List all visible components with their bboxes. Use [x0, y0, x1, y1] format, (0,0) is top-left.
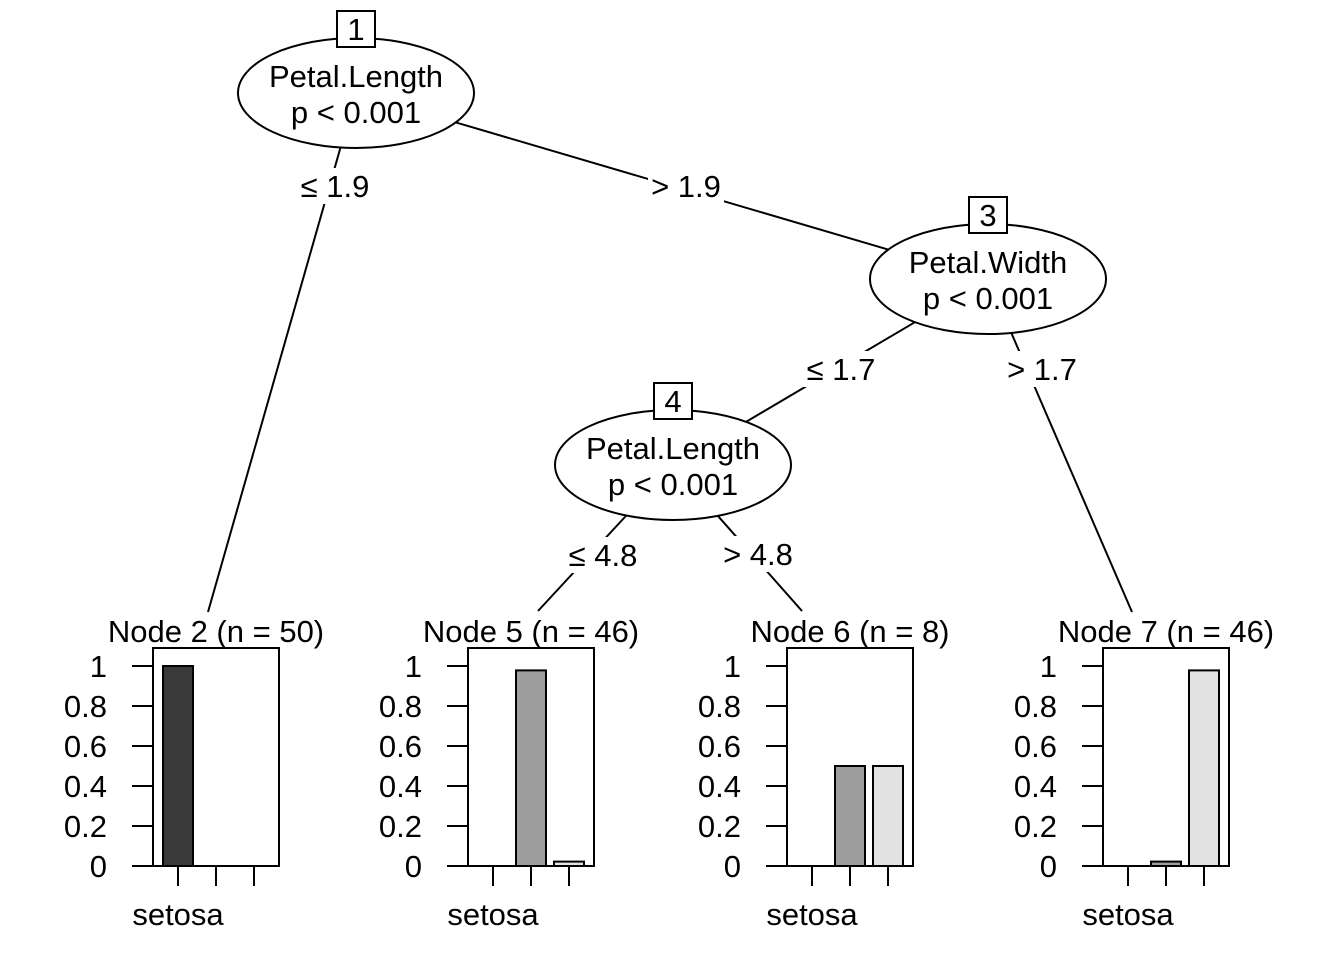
terminal-node-5-ytick-label: 0.8 [379, 689, 422, 724]
terminal-node-6-bar-2 [834, 765, 866, 867]
terminal-node-6-ytick-label: 0.2 [698, 809, 741, 844]
split-node-3-number-box [968, 196, 1008, 234]
terminal-node-6-bar-3 [872, 765, 904, 867]
terminal-node-5-bar-2 [515, 669, 547, 868]
split-node-4-number: 4 [664, 384, 681, 419]
split-node-3-number: 3 [979, 198, 996, 233]
terminal-node-2-ytick-label: 0 [90, 849, 107, 884]
terminal-node-2-xlabel: setosa [132, 897, 224, 932]
terminal-node-7-ytick-label: 0.8 [1014, 689, 1057, 724]
edge-1-2-line [207, 147, 342, 613]
terminal-node-7-ytick-label: 1 [1040, 649, 1057, 684]
terminal-node-7-xlabel: setosa [1082, 897, 1174, 932]
terminal-node-2: Node 2 (n = 50) 0 0.2 0.4 0.6 0.8 1 setosa [64, 614, 324, 932]
terminal-node-7-title: Node 7 (n = 46) [1058, 614, 1274, 649]
terminal-node-7-ytick-label: 0 [1040, 849, 1057, 884]
edge-labels: ≤ 1.9 > 1.9 ≤ 1.7 > 1.7 ≤ 4.8 > 4.8 [297, 168, 1080, 573]
edge-4-5-label: ≤ 4.8 [569, 538, 638, 573]
edge-3-4-label-bg [803, 351, 879, 387]
terminal-node-7-ytick-label: 0.6 [1014, 729, 1057, 764]
terminal-node-6-ytick-label: 0 [724, 849, 741, 884]
edge-1-3-label-bg [648, 168, 724, 204]
edge-4-6-label-bg [720, 536, 796, 572]
terminal-node-6-ytick-label: 0.4 [698, 769, 741, 804]
terminal-node-5-ytick-label: 0.6 [379, 729, 422, 764]
terminal-node-7-bar-3 [1188, 669, 1220, 868]
terminal-node-7-bar-2 [1150, 860, 1182, 867]
split-node-1-pvalue: p < 0.001 [291, 95, 421, 130]
terminal-node-5-xlabel: setosa [447, 897, 539, 932]
split-node-4-variable: Petal.Length [586, 431, 760, 466]
terminal-node-5-ytick-label: 0.4 [379, 769, 422, 804]
terminal-node-2-ytick-label: 1 [90, 649, 107, 684]
edge-1-2-label: ≤ 1.9 [301, 169, 370, 204]
terminal-node-2-title: Node 2 (n = 50) [108, 614, 324, 649]
edge-3-4-label: ≤ 1.7 [807, 352, 876, 387]
terminal-node-7-ytick-label: 0.2 [1014, 809, 1057, 844]
terminal-node-2-bar-1 [162, 665, 194, 867]
terminal-node-6-ytick-label: 0.6 [698, 729, 741, 764]
terminal-node-5-bar-3 [553, 860, 585, 867]
split-node-1-number-box [336, 10, 376, 48]
edge-3-7-label: > 1.7 [1007, 352, 1077, 387]
terminal-node-7-ytick-label: 0.4 [1014, 769, 1057, 804]
terminal-node-6-ytick-label: 1 [724, 649, 741, 684]
split-node-4-number-box [653, 382, 693, 420]
terminal-node-6: Node 6 (n = 8) 0 0.2 0.4 0.6 0.8 1 setosa [698, 614, 950, 932]
terminal-node-6-ytick-label: 0.8 [698, 689, 741, 724]
terminal-node-5-ytick-label: 1 [405, 649, 422, 684]
edge-1-3-label: > 1.9 [651, 169, 721, 204]
terminal-node-7: Node 7 (n = 46) 0 0.2 0.4 0.6 0.8 1 setosa [1014, 614, 1274, 932]
split-node-1-variable: Petal.Length [269, 59, 443, 94]
split-node-3-pvalue: p < 0.001 [923, 281, 1053, 316]
terminal-node-2-ytick-label: 0.6 [64, 729, 107, 764]
edge-1-2-label-bg [297, 168, 373, 204]
terminal-node-5-title: Node 5 (n = 46) [423, 614, 639, 649]
terminal-node-5-ytick-label: 0.2 [379, 809, 422, 844]
terminal-node-6-xlabel: setosa [766, 897, 858, 932]
terminal-node-2-ytick-label: 0.2 [64, 809, 107, 844]
terminal-node-5: Node 5 (n = 46) 0 0.2 0.4 0.6 0.8 1 setosa [379, 614, 639, 932]
terminal-node-2-ytick-label: 0.8 [64, 689, 107, 724]
edge-3-7-label-bg [1004, 351, 1080, 387]
edge-4-6-label: > 4.8 [723, 537, 793, 572]
split-node-1-number: 1 [347, 12, 364, 47]
terminal-node-6-title: Node 6 (n = 8) [750, 614, 949, 649]
terminal-node-2-ytick-label: 0.4 [64, 769, 107, 804]
split-node-4-pvalue: p < 0.001 [608, 467, 738, 502]
terminal-node-5-ytick-label: 0 [405, 849, 422, 884]
edge-4-5-label-bg [565, 537, 641, 573]
split-node-3-variable: Petal.Width [909, 245, 1068, 280]
